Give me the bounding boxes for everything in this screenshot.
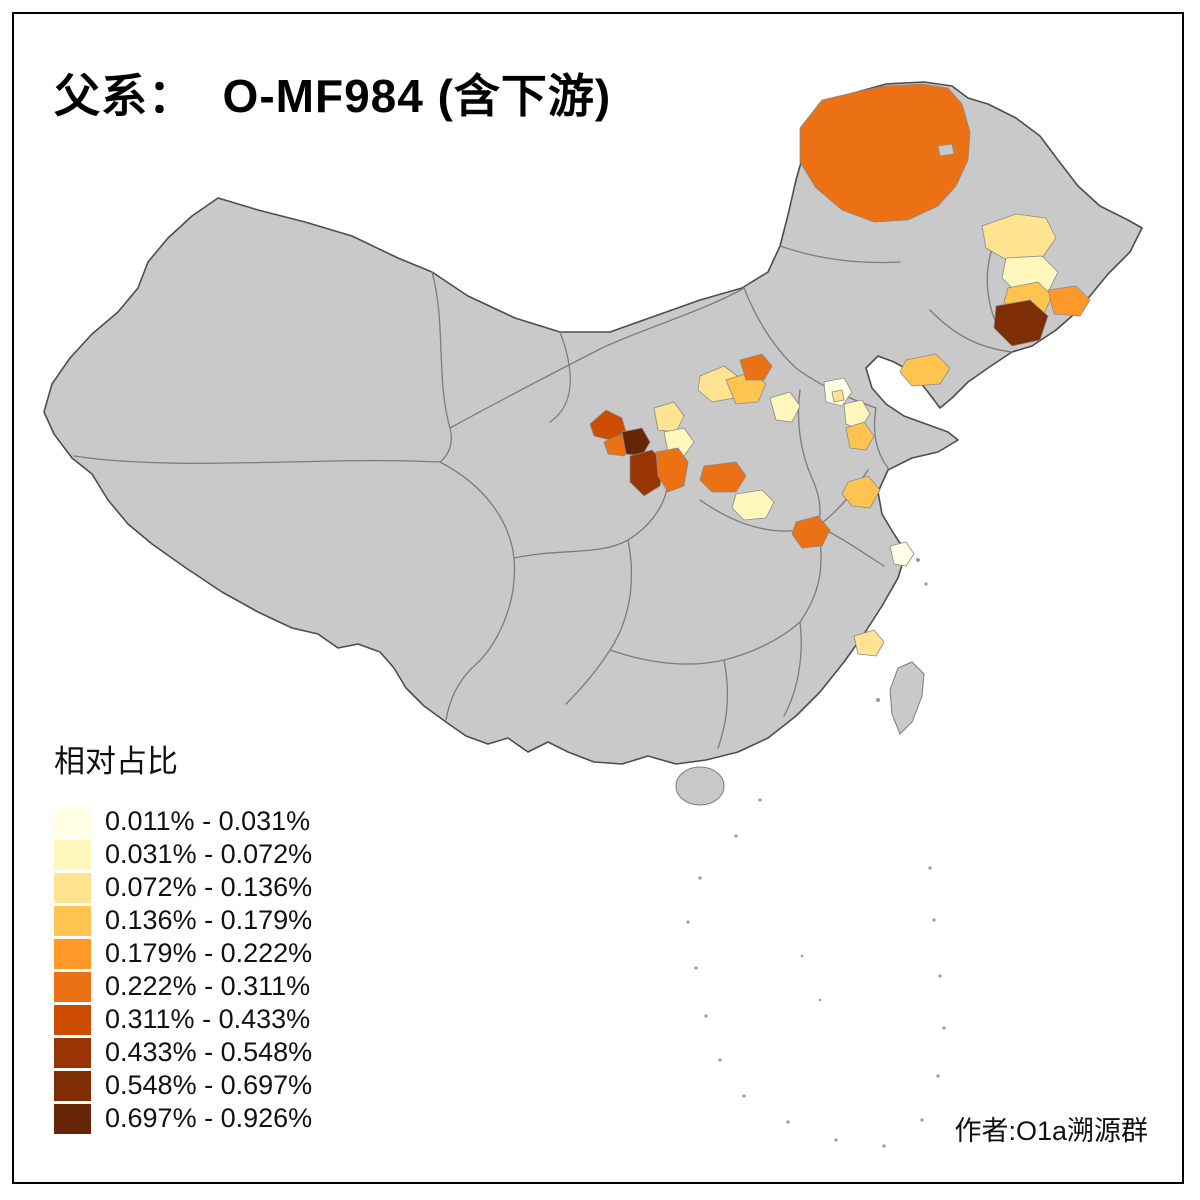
map-region	[831, 389, 845, 403]
legend-swatch	[54, 971, 91, 1002]
legend-row: 0.548% - 0.697%	[54, 1069, 312, 1102]
legend-row: 0.031% - 0.072%	[54, 838, 312, 871]
legend-label: 0.072% - 0.136%	[105, 872, 313, 902]
province-border-line	[549, 331, 822, 749]
legend-swatch	[54, 1103, 91, 1134]
legend-swatch	[54, 872, 91, 903]
legend-row: 0.311% - 0.433%	[54, 1003, 312, 1036]
map-region	[899, 353, 951, 387]
islands	[675, 558, 946, 1148]
legend-title: 相对占比	[54, 744, 178, 779]
legend-swatch	[54, 938, 91, 969]
legend-swatch	[54, 839, 91, 870]
south-china-sea-islets	[686, 558, 946, 1148]
legend-label: 0.311% - 0.433%	[105, 1004, 311, 1034]
map-region	[799, 83, 971, 223]
highlighted-regions	[589, 83, 1091, 657]
map-region-hole	[937, 143, 955, 157]
map-region	[655, 447, 689, 493]
map-region	[739, 353, 773, 381]
legend-label: 0.031% - 0.072%	[105, 839, 313, 869]
legend-row: 0.179% - 0.222%	[54, 937, 312, 970]
map-region	[653, 401, 685, 433]
legend: 相对占比 0.011% - 0.031% 0.031% - 0.072% 0.0…	[54, 736, 312, 1135]
legend-label: 0.222% - 0.311%	[105, 971, 311, 1001]
legend-label: 0.548% - 0.697%	[105, 1070, 313, 1100]
author-credit: 作者:O1a溯源群	[954, 1116, 1148, 1146]
legend-row: 0.011% - 0.031%	[54, 805, 312, 838]
map-region	[841, 475, 881, 509]
map-region	[731, 489, 775, 521]
legend-swatch	[54, 1070, 91, 1101]
map-region	[889, 541, 915, 567]
legend-row: 0.136% - 0.179%	[54, 904, 312, 937]
legend-swatch	[54, 806, 91, 837]
map-region	[1047, 285, 1091, 317]
legend-row: 0.222% - 0.311%	[54, 970, 312, 1003]
legend-label: 0.011% - 0.031%	[105, 806, 311, 836]
legend-row: 0.433% - 0.548%	[54, 1036, 312, 1069]
map-region	[699, 461, 747, 493]
hainan-island	[675, 766, 725, 806]
map-region	[993, 299, 1049, 347]
legend-row: 0.697% - 0.926%	[54, 1102, 312, 1135]
legend-swatch	[54, 1037, 91, 1068]
map-region	[981, 213, 1057, 263]
map-region	[621, 427, 651, 457]
province-border-line	[73, 245, 901, 721]
legend-label: 0.433% - 0.548%	[105, 1037, 313, 1067]
legend-swatch	[54, 905, 91, 936]
map-region	[629, 449, 665, 497]
map-region	[853, 629, 885, 657]
legend-label: 0.136% - 0.179%	[105, 905, 313, 935]
legend-label: 0.697% - 0.926%	[105, 1103, 313, 1133]
legend-swatch	[54, 1004, 91, 1035]
legend-label: 0.179% - 0.222%	[105, 938, 313, 968]
taiwan-island	[889, 661, 925, 735]
page-title: 父系： O-MF984 (含下游)	[54, 70, 612, 122]
map-region	[845, 421, 875, 451]
province-borders	[73, 231, 1013, 749]
map-region	[791, 515, 831, 549]
map-region	[769, 391, 801, 423]
legend-row: 0.072% - 0.136%	[54, 871, 312, 904]
